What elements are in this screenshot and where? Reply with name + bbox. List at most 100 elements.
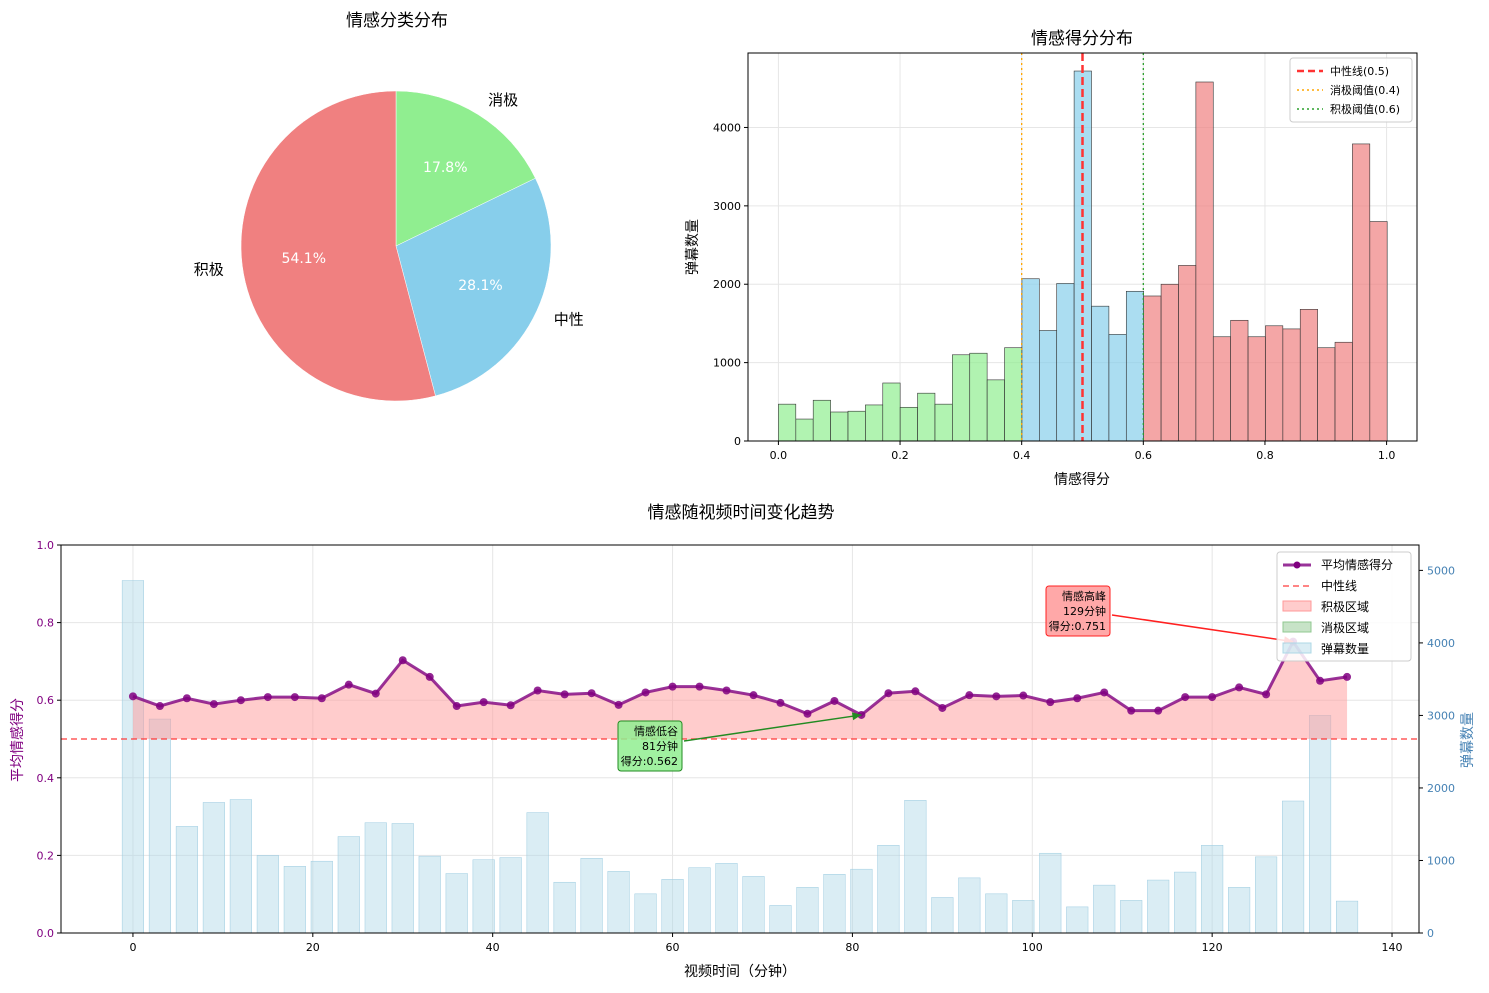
annotation-text-line: 情感高峰 [1062,589,1106,603]
trend-score-point [641,688,650,697]
hist-ytick-label: 1000 [713,357,741,370]
trend-score-point [479,698,488,707]
trend-count-bar [121,580,144,934]
hist-bar [1160,283,1179,442]
legend-trend-label: 平均情感得分 [1321,557,1393,572]
trend-count-bar [1120,900,1143,934]
trend-count-bar [769,905,792,934]
trend-count-bar [445,873,468,934]
trend-score-point [263,693,272,702]
hist-bar [1369,221,1388,442]
trend-count-bar [715,863,738,934]
hist-bar [1352,143,1371,442]
trend-count-bar [1255,856,1278,934]
trend-score-point [1343,672,1352,681]
legend-neutral-label: 中性线 [1321,578,1357,593]
trend-score-point [1235,683,1244,692]
hist-legend: 中性线(0.5) 消极阈值(0.4) 积极阈值(0.6) [1289,57,1413,123]
trend-count-bar [1282,800,1305,934]
trend-score-point [1181,693,1190,702]
trend-title: 情感随视频时间变化趋势 [648,503,835,523]
trend-score-point [398,656,407,665]
trend-count-bar [1147,879,1170,934]
trend-score-point [506,701,515,710]
hist-xtick-label: 1.0 [1378,449,1396,462]
trend-y2tick-label: 3000 [1427,709,1455,722]
hist-bar [986,379,1005,442]
trend-ytick-label: 0.6 [37,694,55,707]
trend-count-bar [1174,871,1197,934]
trend-count-bar [1201,845,1224,934]
hist-xlabel: 情感得分 [1054,471,1110,488]
trend-plot-frame [60,544,1420,934]
hist-bar [830,411,849,442]
pie-category-label: 积极 [194,260,224,278]
trend-count-bar [607,871,630,934]
trend-score-point [1154,706,1163,715]
trend-score-point [911,687,920,696]
hist-bar [1125,290,1144,442]
trend-score-point [749,691,758,700]
hist-bar [952,354,971,442]
pie-pct-label: 17.8% [423,160,467,176]
trend-count-bar [472,859,495,934]
trend-score-point [587,689,596,698]
trend-legend-box [1276,551,1412,662]
hist-bar [812,399,831,442]
trend-count-bar [877,845,900,934]
trend-count-bar [688,867,711,934]
annotation-arrowhead [851,712,862,721]
trend-score-point [722,686,731,695]
hist-bar [1212,336,1231,442]
trend-score-point [938,703,947,712]
trend-y2label: 弹幕数量 [1460,712,1476,768]
trend-score-point [533,686,542,695]
hist-ytick-label: 3000 [713,200,741,213]
trend-count-bar [931,897,954,934]
hist-bar [795,418,814,442]
pie-title: 情感分类分布 [346,11,448,31]
trend-count-bar [229,799,252,934]
pie-category-label: 中性 [554,310,584,328]
trend-score-point [1208,693,1217,702]
hist-ytick-label: 0 [734,435,741,448]
trend-xtick-label: 60 [666,941,680,954]
trend-score-point [1046,698,1055,707]
annotation-text-line: 81分钟 [642,739,678,753]
hist-bar [1265,325,1284,442]
trend-ytick-label: 1.0 [37,539,55,552]
trend-score-point [614,700,623,709]
hist-bar [1143,295,1162,442]
hist-ytick-label: 4000 [713,121,741,134]
trend-xtick-label: 20 [306,941,320,954]
trend-y2tick-label: 4000 [1427,637,1455,650]
pie-pct-label: 28.1% [458,278,502,294]
trend-score-point [371,689,380,698]
trend-score-point [1262,690,1271,699]
trend-score-line [132,638,1348,717]
pie-slice [240,90,436,402]
trend-score-point [560,690,569,699]
legend-positive-zone-label: 积极区域 [1321,600,1369,614]
trend-legend: 平均情感得分 中性线 积极区域 消极区域 弹幕数量 [1276,551,1412,662]
trend-score-point [776,698,785,707]
trend-count-bar [904,800,927,934]
trend-score-point [1127,706,1136,715]
trend-ylabel: 平均情感得分 [9,698,26,782]
trend-count-bar [985,893,1008,934]
annotation-text-line: 情感低谷 [634,725,678,738]
trend-score-point [155,702,164,711]
hist-ytick-label: 2000 [713,278,741,291]
hist-bar [1195,81,1214,442]
trend-count-bar [310,860,333,934]
annotation-text-line: 得分:0.751 [1049,620,1106,633]
trend-xtick-label: 140 [1382,941,1403,954]
trend-score-point [452,702,461,711]
trend-y2tick-label: 0 [1427,927,1434,940]
trend-positive-zone [132,641,1348,739]
hist-ylabel: 弹幕数量 [685,219,701,275]
hist-legend-box [1289,57,1413,123]
trend-xlabel: 视频时间（分钟） [684,963,796,980]
